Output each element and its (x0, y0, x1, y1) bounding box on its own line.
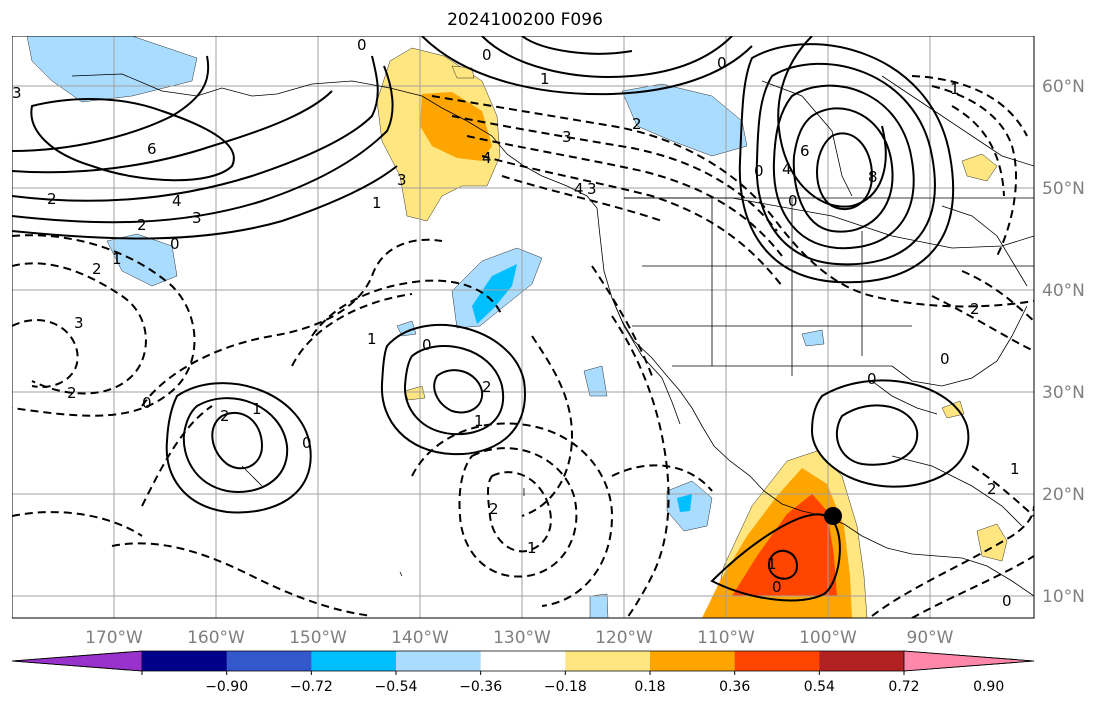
contour-label: 0 (302, 434, 312, 452)
map-figure: 0 0 1 0 3 3 4 2 6 2 3 2 4 3 0 3 2 3 2 1 … (12, 36, 1085, 648)
contour-label: 3 (12, 84, 22, 102)
map-title: 2024100200 F096 (447, 10, 603, 30)
contour-label: 1 (527, 539, 537, 557)
contour-label: 0 (170, 235, 180, 253)
contour-label: 1 (112, 250, 122, 268)
lon-tick-label: 150°W (289, 628, 347, 648)
contour-label: 1 (767, 555, 777, 573)
contour-label: 1 (372, 194, 382, 212)
lon-tick-label: 110°W (697, 628, 755, 648)
lat-tick-label: 10°N (1042, 587, 1085, 607)
coastlines-and-borders (71, 73, 1034, 597)
contour-label: 0 (422, 336, 432, 354)
contour-label: 0 (754, 162, 764, 180)
contour-label: 2 (489, 500, 499, 518)
contour-label: 1 (540, 70, 550, 88)
lon-tick-label: 170°W (85, 628, 143, 648)
shaded-negative-texas (801, 329, 825, 347)
shaded-anomaly-regions (26, 36, 1008, 618)
contour-label: 1 (1010, 460, 1020, 478)
shaded-positive-mexico-core (732, 494, 837, 596)
contour-label: 3 (587, 180, 597, 198)
contour-label: 3 (192, 209, 202, 227)
contour-label: 0 (940, 350, 950, 368)
contours (12, 36, 1034, 618)
contour-label: 0 (788, 192, 798, 210)
contour-label: 2 (92, 260, 102, 278)
lat-tick-label: 60°N (1042, 77, 1085, 97)
contour-label: 2 (632, 115, 642, 133)
contour-label: 2 (67, 384, 77, 402)
contour-label: 2 (482, 378, 492, 396)
contour-label: 3 (562, 128, 572, 146)
contour-labels: 0 0 1 0 3 3 4 2 6 2 3 2 4 3 0 3 2 3 2 1 … (12, 36, 1020, 610)
contour-label: 2 (220, 407, 230, 425)
shaded-positive-caribbean (976, 523, 1008, 562)
contour-label: 1 (252, 400, 262, 418)
lon-tick-label: 90°W (907, 628, 954, 648)
contour-label: 8 (868, 168, 878, 186)
contour-label: 6 (147, 140, 157, 158)
shaded-negative-epac-core (677, 494, 692, 512)
shaded-negative-canada (621, 83, 748, 157)
contour-label: 4 (782, 160, 792, 178)
contour-label: 0 (482, 46, 492, 64)
lat-tick-label: 30°N (1042, 383, 1085, 403)
contour-label: 3 (397, 171, 407, 189)
lon-tick-label: 160°W (187, 628, 245, 648)
shaded-positive-pacific-small (404, 385, 426, 401)
contour-label: 2 (970, 300, 980, 318)
contour-label: 4 (574, 180, 584, 198)
contour-label: 4 (172, 192, 182, 210)
contour-label: 1 (474, 412, 484, 430)
shaded-negative-pacific-w (106, 233, 178, 287)
contour-label: 1 (367, 330, 377, 348)
latitude-axis: 60°N 50°N 40°N 30°N 20°N 10°N (1042, 77, 1085, 607)
contour-label: 2 (987, 480, 997, 498)
lon-tick-label: 130°W (493, 628, 551, 648)
shaded-positive-hudson (961, 153, 998, 182)
graticule (12, 36, 1034, 618)
contour-label: 0 (772, 578, 782, 596)
longitude-axis: 170°W 160°W 150°W 140°W 130°W 120°W 110°… (85, 628, 954, 648)
cyclone-position-marker (824, 507, 842, 525)
lat-tick-label: 40°N (1042, 281, 1085, 301)
shaded-positive-gulf-mexico (941, 400, 965, 419)
lon-tick-label: 120°W (595, 628, 653, 648)
contour-label: 0 (867, 370, 877, 388)
contour-label: 4 (482, 149, 492, 167)
lat-tick-label: 20°N (1042, 485, 1085, 505)
shaded-negative-baja (583, 365, 608, 397)
shaded-negative-south (589, 593, 609, 618)
contour-label: 3 (74, 314, 84, 332)
shaded-positive-gulf-core (420, 92, 492, 161)
lon-tick-label: 100°W (799, 628, 857, 648)
contour-label: 0 (717, 54, 727, 72)
contour-label: 6 (800, 142, 810, 160)
shaded-negative-offshore-core (472, 264, 517, 324)
contour-label: 2 (137, 216, 147, 234)
contour-label: 1 (950, 80, 960, 98)
lon-tick-label: 140°W (391, 628, 449, 648)
contour-label: 0 (1002, 592, 1012, 610)
contour-label: 0 (142, 394, 152, 412)
contour-label: 0 (357, 36, 367, 54)
contour-label: 2 (47, 190, 57, 208)
shaded-negative-small-a (396, 320, 417, 337)
map-frame (12, 36, 1035, 619)
lat-tick-label: 50°N (1042, 179, 1085, 199)
